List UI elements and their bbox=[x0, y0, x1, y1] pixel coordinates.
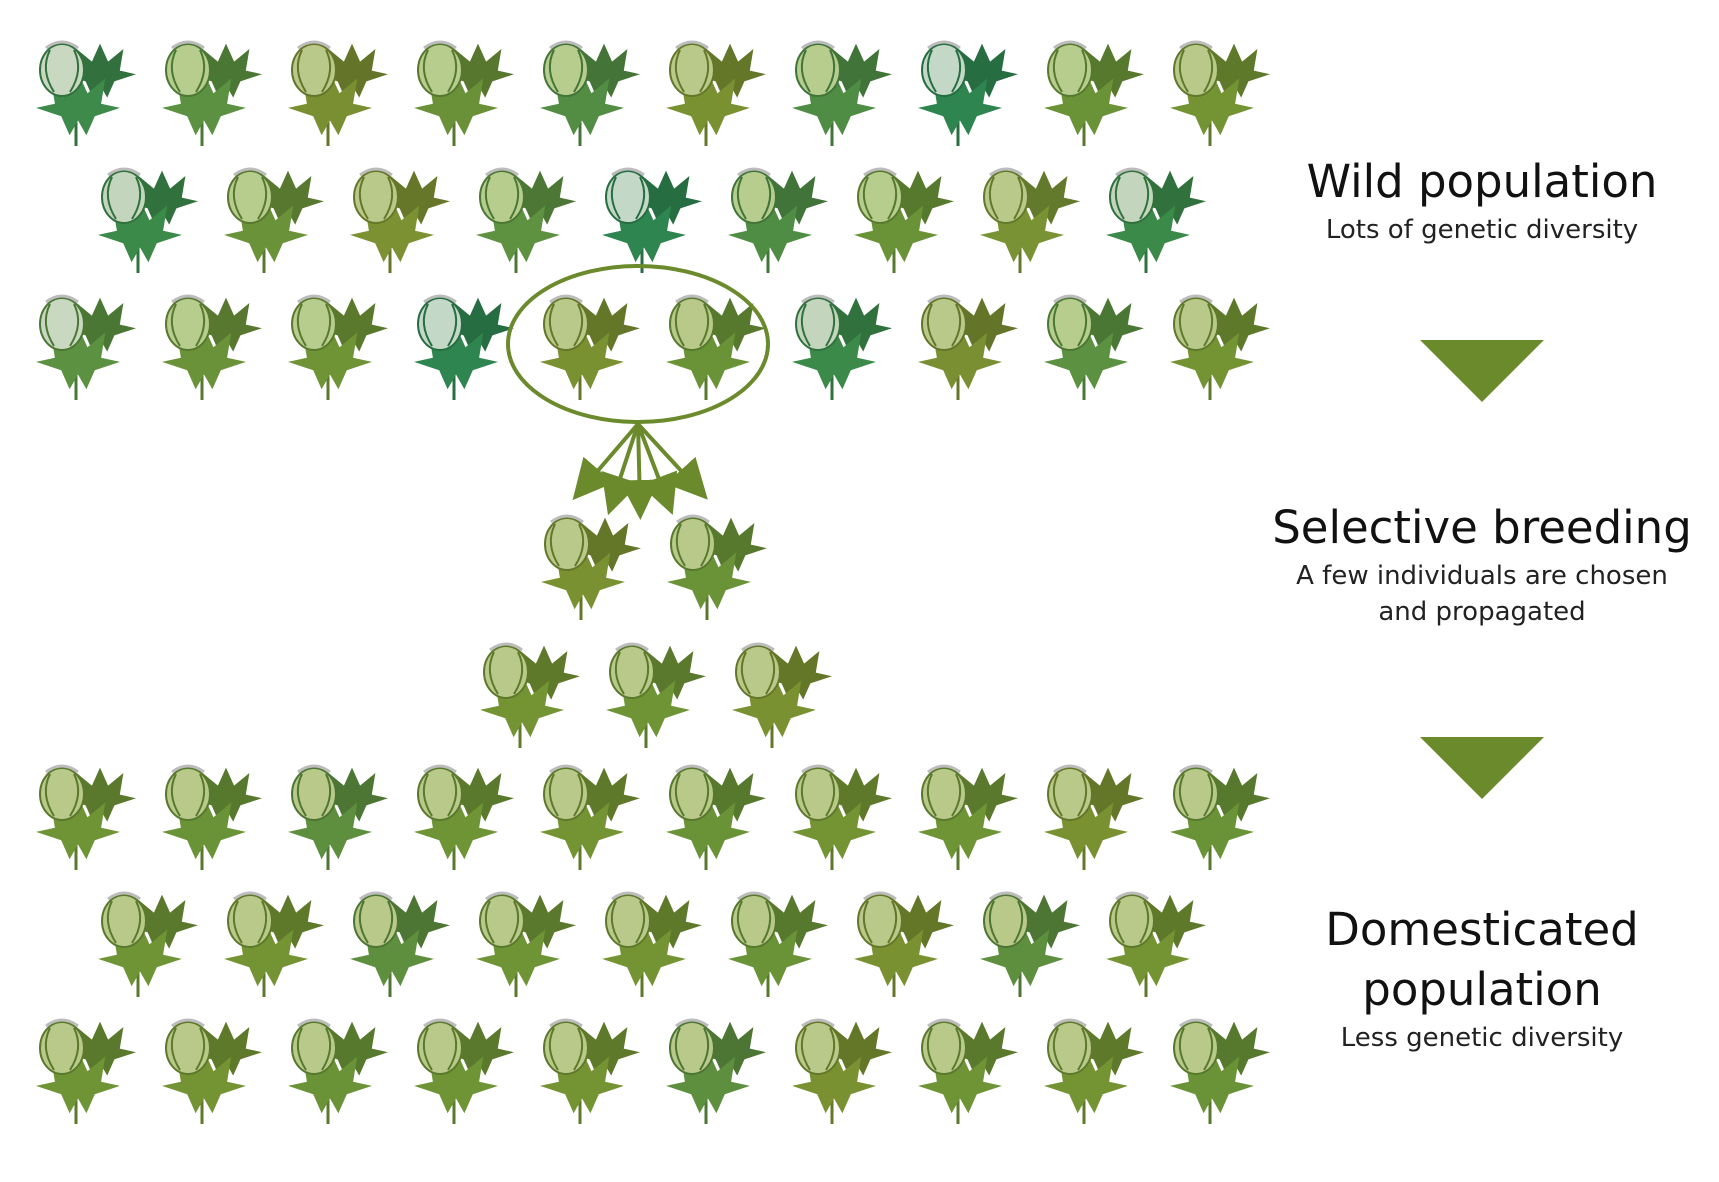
cotton-plant-icon bbox=[414, 40, 514, 146]
propagation-arrow bbox=[636, 423, 678, 515]
cotton-plant-icon bbox=[1044, 1018, 1144, 1124]
cotton-plant-icon bbox=[224, 891, 324, 997]
cotton-plant-icon bbox=[288, 294, 388, 400]
cotton-plant-icon bbox=[541, 514, 641, 620]
wild-population-title: Wild population bbox=[1306, 155, 1658, 208]
wild-population-plants bbox=[36, 40, 1270, 400]
cotton-plant-icon bbox=[36, 764, 136, 870]
cotton-plant-icon bbox=[98, 891, 198, 997]
cotton-plant-icon bbox=[918, 294, 1018, 400]
cotton-plant-icon bbox=[288, 40, 388, 146]
cotton-plant-icon bbox=[288, 764, 388, 870]
cotton-plant-icon bbox=[36, 1018, 136, 1124]
cotton-plant-icon bbox=[480, 642, 580, 748]
cotton-plant-icon bbox=[1170, 40, 1270, 146]
cotton-plant-icon bbox=[540, 294, 640, 400]
cotton-plant-icon bbox=[1106, 167, 1206, 273]
stage-labels: Wild population Lots of genetic diversit… bbox=[1245, 0, 1719, 1182]
cotton-plant-icon bbox=[1106, 891, 1206, 997]
domesticated-population-subtitle: Less genetic diversity bbox=[1340, 1023, 1624, 1053]
cotton-plant-icon bbox=[980, 167, 1080, 273]
cotton-plant-icon bbox=[414, 1018, 514, 1124]
cotton-plant-icon bbox=[162, 1018, 262, 1124]
cotton-plant-icon bbox=[918, 40, 1018, 146]
cotton-plant-icon bbox=[728, 891, 828, 997]
cotton-plant-icon bbox=[606, 642, 706, 748]
cotton-plant-icon bbox=[666, 40, 766, 146]
cotton-plant-icon bbox=[476, 167, 576, 273]
cotton-plant-icon bbox=[162, 764, 262, 870]
cotton-plant-icon bbox=[980, 891, 1080, 997]
cotton-plant-icon bbox=[602, 891, 702, 997]
cotton-plant-icon bbox=[1170, 1018, 1270, 1124]
cotton-plant-icon bbox=[162, 40, 262, 146]
propagation-arrows bbox=[572, 422, 708, 520]
propagation-arrow bbox=[636, 422, 708, 500]
cotton-plant-icon bbox=[540, 40, 640, 146]
propagation-arrow bbox=[619, 423, 660, 520]
selected-plants bbox=[480, 514, 832, 748]
cotton-plant-icon bbox=[540, 1018, 640, 1124]
domesticated-population-plants bbox=[36, 764, 1270, 1124]
down-arrow-triangle-icon bbox=[1420, 340, 1544, 402]
cotton-plant-icon bbox=[414, 764, 514, 870]
cotton-plant-icon bbox=[792, 294, 892, 400]
cotton-plant-icon bbox=[1044, 294, 1144, 400]
cotton-plant-icon bbox=[728, 167, 828, 273]
cotton-plant-icon bbox=[36, 40, 136, 146]
selective-breeding-title: Selective breeding bbox=[1272, 501, 1692, 554]
cotton-plant-icon bbox=[1044, 764, 1144, 870]
domesticated-population-title-line-2: population bbox=[1362, 963, 1602, 1016]
wild-population-label: Wild population Lots of genetic diversit… bbox=[1245, 152, 1719, 248]
cotton-plant-icon bbox=[792, 764, 892, 870]
cotton-plant-icon bbox=[918, 764, 1018, 870]
cotton-plant-icon bbox=[350, 891, 450, 997]
cotton-plant-icon bbox=[918, 1018, 1018, 1124]
cotton-plant-icon bbox=[666, 764, 766, 870]
selective-breeding-subtitle-line-2: and propagated bbox=[1378, 597, 1586, 627]
wild-population-subtitle: Lots of genetic diversity bbox=[1325, 215, 1639, 245]
cotton-plant-icon bbox=[540, 764, 640, 870]
cotton-plant-icon bbox=[666, 1018, 766, 1124]
selective-breeding-subtitle-line-1: A few individuals are chosen bbox=[1296, 561, 1668, 591]
cotton-plant-icon bbox=[666, 294, 766, 400]
cotton-plant-icon bbox=[792, 40, 892, 146]
cotton-plant-icon bbox=[602, 167, 702, 273]
cotton-plant-icon bbox=[1170, 294, 1270, 400]
cotton-plant-icon bbox=[98, 167, 198, 273]
cotton-plant-icon bbox=[36, 294, 136, 400]
cotton-plant-icon bbox=[1044, 40, 1144, 146]
selection-ellipse bbox=[506, 264, 770, 424]
cotton-plant-icon bbox=[224, 167, 324, 273]
cotton-plant-icon bbox=[854, 891, 954, 997]
down-arrow-triangle-icon bbox=[1420, 737, 1544, 799]
selection-highlight bbox=[506, 264, 770, 520]
propagation-arrow bbox=[601, 423, 640, 516]
propagation-arrow bbox=[572, 422, 640, 501]
cotton-plant-icon bbox=[162, 294, 262, 400]
cotton-plant-icon bbox=[350, 167, 450, 273]
cotton-plant-icon bbox=[414, 294, 514, 400]
domesticated-population-title-line-1: Domesticated bbox=[1325, 903, 1639, 956]
cotton-plant-icon bbox=[1170, 764, 1270, 870]
cotton-plant-icon bbox=[732, 642, 832, 748]
cotton-plant-icon bbox=[792, 1018, 892, 1124]
selective-breeding-label: Selective breeding A few individuals are… bbox=[1245, 498, 1719, 630]
cotton-plant-icon bbox=[854, 167, 954, 273]
cotton-plant-icon bbox=[667, 514, 767, 620]
domesticated-population-label: Domesticated population Less genetic div… bbox=[1245, 900, 1719, 1056]
cotton-plant-icon bbox=[476, 891, 576, 997]
cotton-plant-icon bbox=[288, 1018, 388, 1124]
